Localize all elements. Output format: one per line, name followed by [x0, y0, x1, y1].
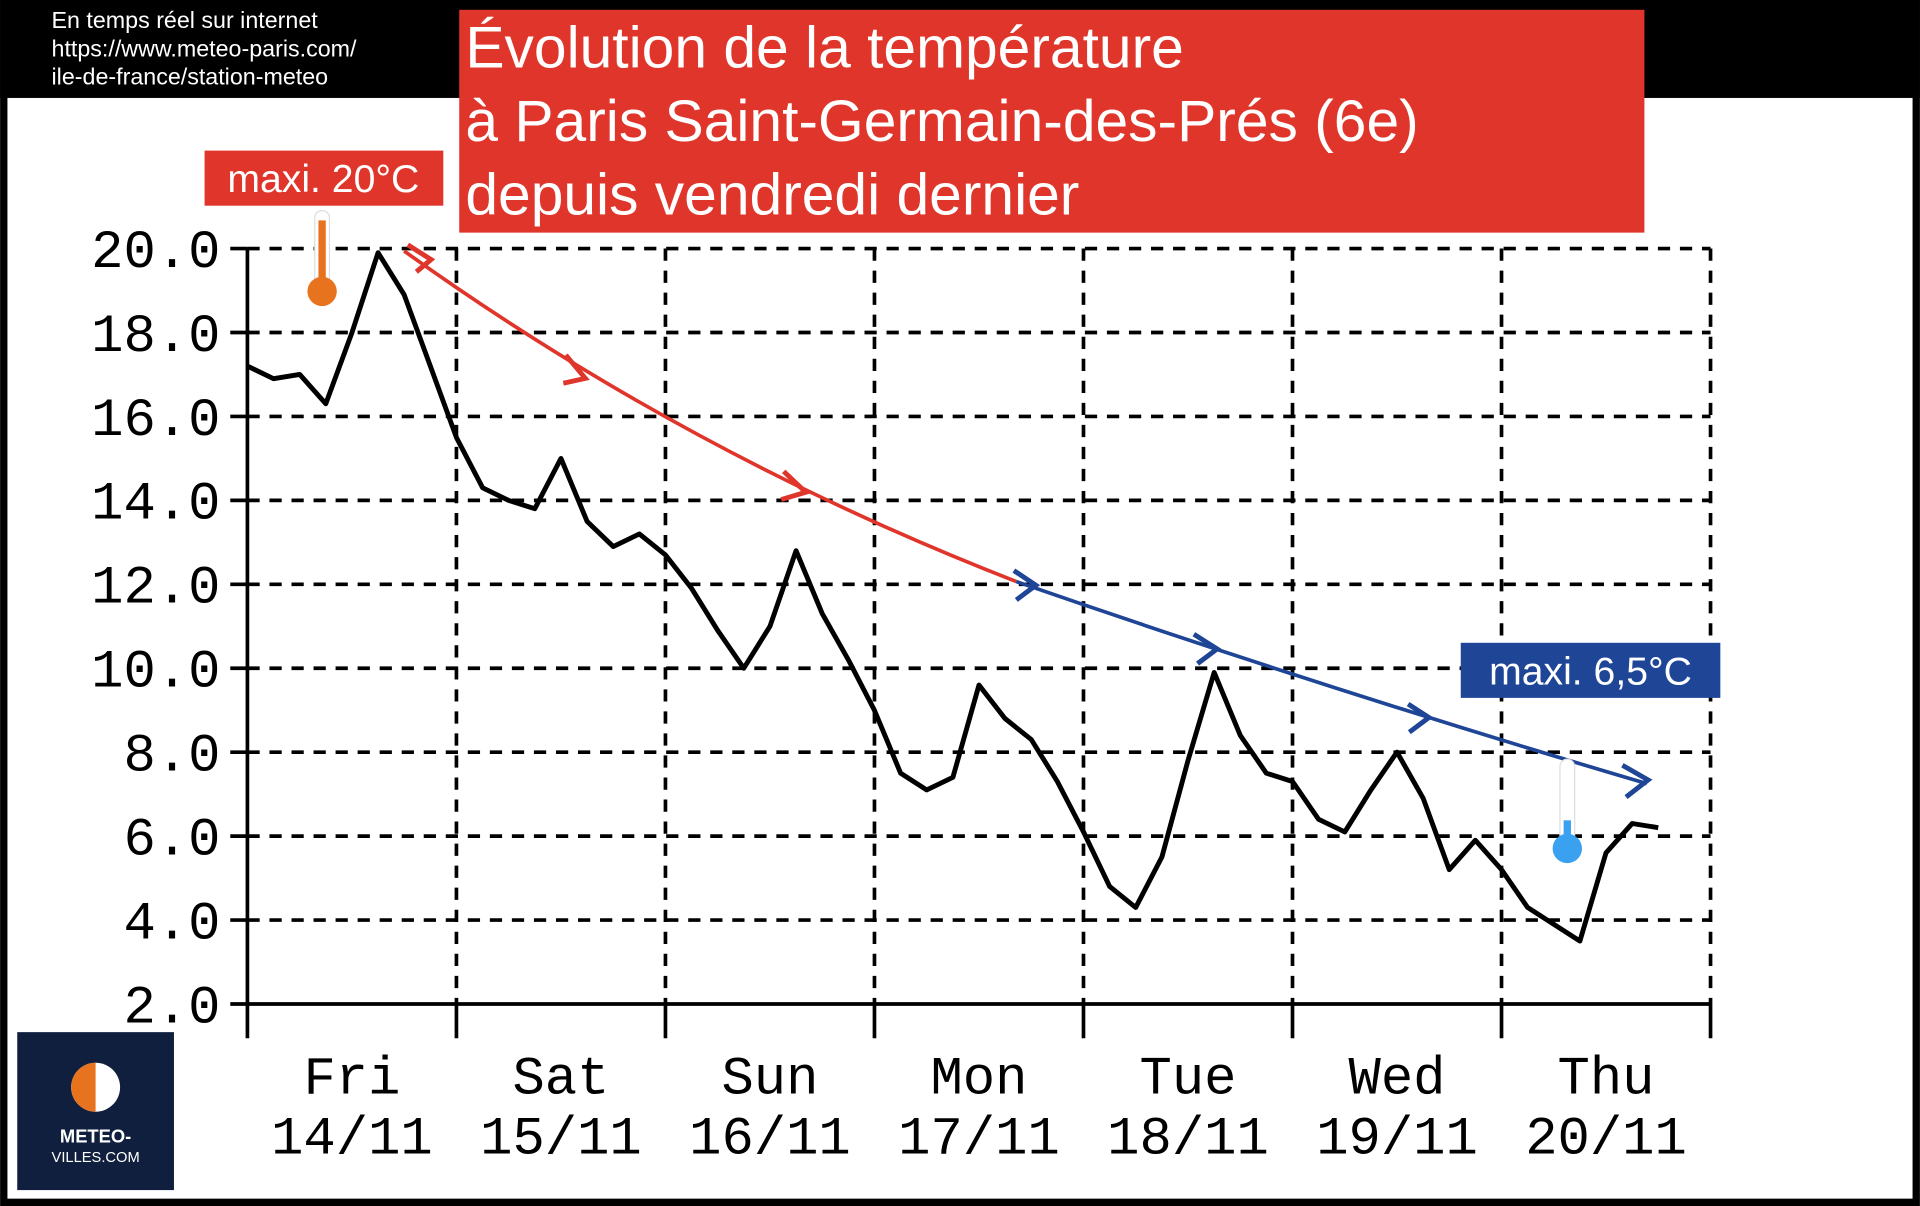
x-tick-label: 18/11: [1107, 1109, 1269, 1170]
x-tick-label: Sun: [721, 1049, 818, 1110]
chart-title: depuis vendredi dernier: [465, 162, 1079, 227]
trend-arrow: [403, 249, 1017, 584]
y-tick-label: 4.0: [124, 894, 221, 955]
source-line: En temps réel sur internet: [52, 7, 319, 33]
x-tick-label: 16/11: [689, 1109, 851, 1170]
y-tick-label: 16.0: [91, 391, 220, 452]
y-tick-label: 10.0: [91, 643, 220, 704]
x-tick-label: 19/11: [1316, 1109, 1478, 1170]
x-tick-label: Sat: [512, 1049, 609, 1110]
y-tick-label: 12.0: [91, 559, 220, 620]
temperature-line: [246, 250, 1659, 944]
x-tick-label: Wed: [1349, 1049, 1446, 1110]
chart-title: Évolution de la température: [465, 15, 1183, 80]
y-tick-label: 6.0: [124, 810, 221, 871]
annotation: maxi. 20°C: [227, 158, 419, 201]
y-tick-label: 20.0: [91, 223, 220, 284]
logo-text: METEO-: [60, 1125, 131, 1146]
x-tick-label: Thu: [1558, 1049, 1655, 1110]
y-tick-label: 14.0: [91, 475, 220, 536]
annotation-box: [204, 150, 444, 206]
trend-arrow: [1015, 579, 1648, 786]
title-box: [459, 9, 1645, 233]
logo-text: VILLES.COM: [52, 1150, 140, 1166]
plot-area: 2.04.06.08.010.012.014.016.018.020.0Fri1…: [91, 223, 1713, 1170]
source-line: https://www.meteo-paris.com/: [52, 35, 357, 61]
x-tick-label: Fri: [303, 1049, 400, 1110]
source-line: ile-de-france/station-meteo: [52, 63, 329, 89]
thermometer-hot: [307, 209, 337, 307]
thermometer-cold: [1552, 758, 1582, 864]
x-tick-label: 17/11: [898, 1109, 1060, 1170]
arrow-heads: [406, 242, 1653, 799]
logo: METEO- VILLES.COM: [17, 1032, 174, 1191]
y-tick-label: 2.0: [124, 978, 221, 1039]
x-tick-label: Mon: [930, 1049, 1027, 1110]
annotation: maxi. 6,5°C: [1489, 650, 1692, 693]
y-tick-label: 18.0: [91, 307, 220, 368]
chart-title: à Paris Saint-Germain-des-Prés (6e): [465, 89, 1418, 154]
x-tick-label: Tue: [1140, 1049, 1237, 1110]
x-tick-label: 15/11: [480, 1109, 642, 1170]
x-tick-label: 20/11: [1525, 1109, 1687, 1170]
y-tick-label: 8.0: [124, 727, 221, 788]
annotation-box: [1460, 642, 1721, 698]
x-tick-label: 14/11: [271, 1109, 433, 1170]
